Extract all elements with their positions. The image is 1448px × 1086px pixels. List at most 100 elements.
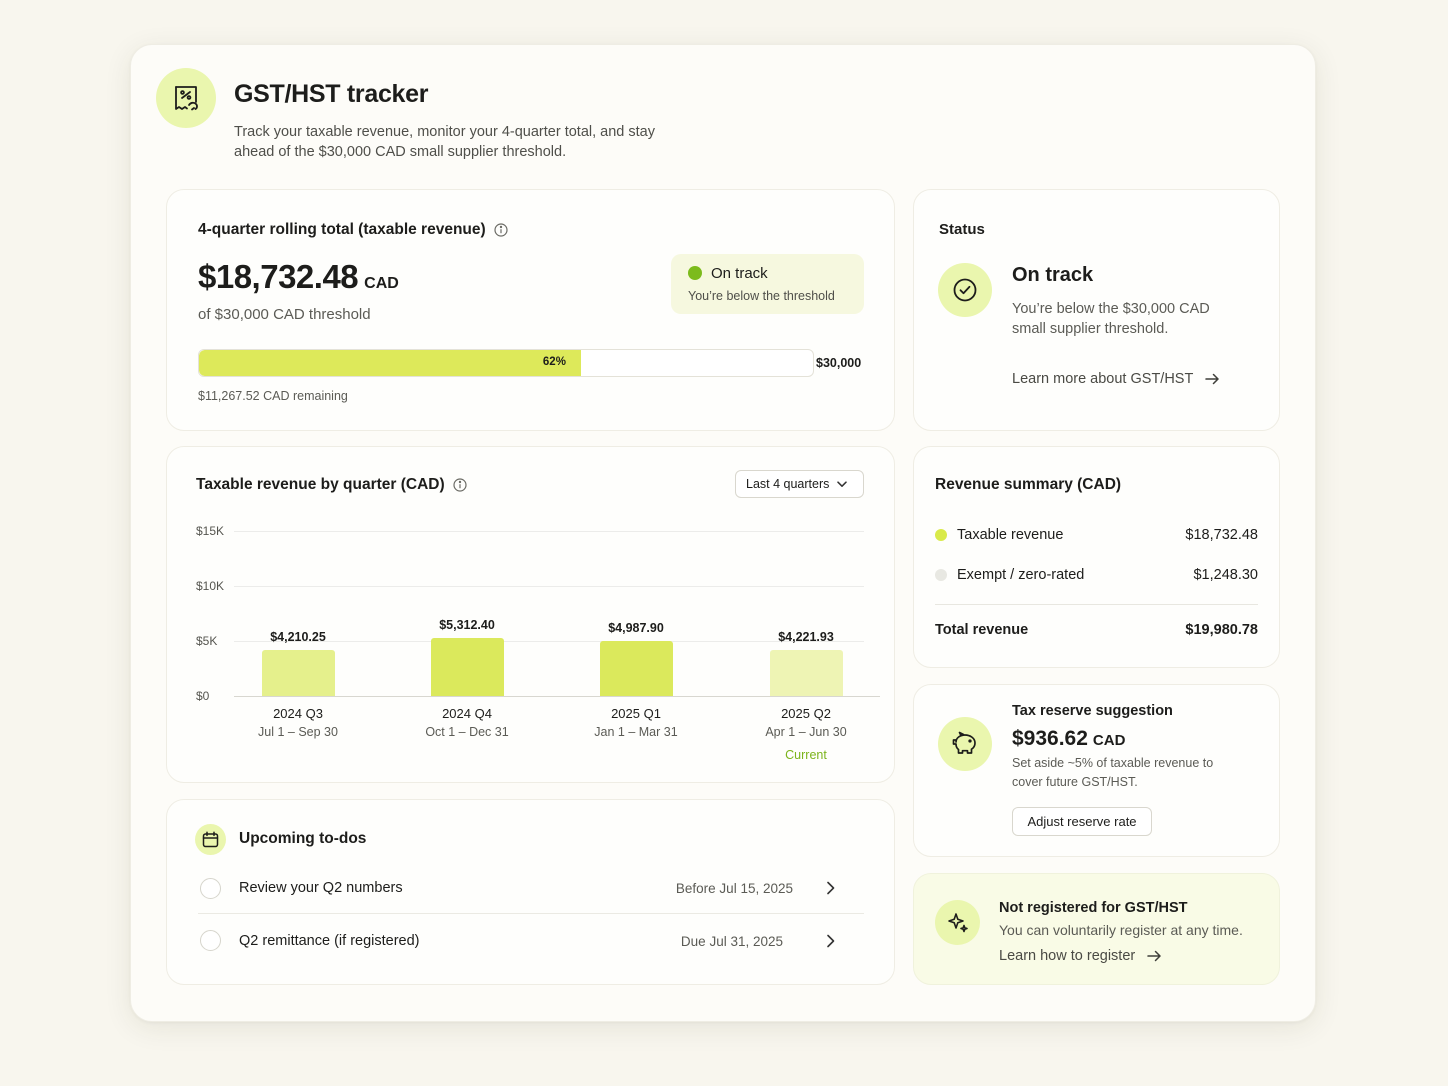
remaining-text: $11,267.52 CAD remaining (198, 389, 348, 403)
status-heading: Status (939, 221, 985, 238)
reserve-amount-currency: CAD (1092, 732, 1126, 749)
status-badge: On track You’re below the threshold (671, 254, 864, 314)
rolling-amount: $18,732.48 CAD (198, 258, 399, 296)
legend-swatch (935, 569, 947, 581)
threshold-limit-label: $30,000 (816, 356, 862, 370)
todo-checkbox[interactable] (200, 930, 221, 951)
chart-title: Taxable revenue by quarter (CAD) (196, 476, 467, 494)
chart-bar[interactable] (430, 637, 504, 696)
reserve-amount-value: $936.62 (1012, 727, 1088, 750)
x-category-label: 2024 Q3 Jul 1 – Sep 30 (228, 706, 368, 739)
info-icon[interactable] (453, 478, 467, 492)
learn-more-link-text[interactable]: Learn more about GST/HST (1012, 371, 1194, 387)
x-category-dates: Jan 1 – Mar 31 (594, 725, 678, 739)
x-category-quarter: 2024 Q4 (442, 706, 492, 721)
y-tick-label: $10K (196, 579, 225, 593)
progress-fill (199, 350, 581, 376)
y-tick-label: $0 (196, 689, 210, 703)
threshold-text: of $30,000 CAD threshold (198, 306, 371, 323)
todo-due-date: Due Jul 31, 2025 (680, 934, 783, 949)
chevron-down-icon[interactable] (837, 480, 848, 488)
adjust-reserve-button[interactable]: Adjust reserve rate (1012, 807, 1152, 836)
summary-row-value: $1,248.30 (1193, 567, 1258, 583)
threshold-progress-bar: 62% (198, 349, 814, 377)
y-tick-label: $5K (196, 634, 218, 648)
todo-label[interactable]: Q2 remittance (if registered) (239, 933, 420, 949)
summary-divider (935, 604, 1258, 605)
legend-swatch (935, 529, 947, 541)
todo-due-date: Before Jul 15, 2025 (675, 881, 793, 896)
x-category-dates: Oct 1 – Dec 31 (425, 725, 509, 739)
learn-more-link[interactable]: Learn more about GST/HST (1012, 371, 1220, 387)
calendar-icon (195, 824, 226, 855)
summary-title: Revenue summary (CAD) (935, 476, 1122, 493)
progress-percent-label: 62% (542, 356, 566, 368)
bar-value-label: $4,210.25 (270, 629, 326, 644)
bar-value-label: $4,987.90 (608, 621, 664, 636)
status-dot (688, 266, 702, 280)
revenue-chart-card (166, 446, 895, 783)
todo-label[interactable]: Review your Q2 numbers (239, 880, 403, 896)
todo-checkbox[interactable] (200, 878, 221, 899)
summary-row-label: Exempt / zero-rated (957, 567, 1085, 583)
revenue-summary-card (913, 446, 1280, 668)
status-description: You’re below the $30,000 CAD small suppl… (1012, 301, 1210, 337)
summary-total-row: Total revenue $19,980.78 (935, 622, 1258, 638)
arrow-right-icon[interactable] (1147, 950, 1162, 962)
chart-bar[interactable] (599, 641, 673, 696)
chevron-right-icon[interactable] (826, 934, 835, 948)
summary-row-taxable: Taxable revenue $18,732.48 (935, 527, 1258, 543)
chart-gridline (234, 641, 864, 642)
bar-value-label: $5,312.40 (439, 617, 495, 632)
check-circle-icon (938, 263, 992, 317)
x-category-label: 2025 Q1 Jan 1 – Mar 31 (566, 706, 706, 739)
quarter-range-select[interactable]: Last 4 quarters (735, 470, 864, 498)
x-category-label: 2024 Q4 Oct 1 – Dec 31 (397, 706, 537, 739)
summary-total-value: $19,980.78 (1185, 622, 1258, 638)
summary-row-label: Taxable revenue (957, 527, 1064, 543)
x-category-dates: Jul 1 – Sep 30 (258, 725, 338, 739)
summary-total-label: Total revenue (935, 622, 1029, 638)
status-card (913, 189, 1280, 431)
registration-description: You can voluntarily register at any time… (999, 922, 1243, 938)
chart-bar[interactable] (261, 649, 335, 696)
rolling-total-title-text: 4-quarter rolling total (taxable revenue… (198, 221, 486, 238)
arrow-right-icon[interactable] (1205, 373, 1220, 385)
rolling-total-title: 4-quarter rolling total (taxable revenue… (198, 221, 508, 239)
sparkle-icon (935, 900, 980, 945)
piggy-bank-icon (938, 717, 992, 771)
reserve-description: Set aside ~5% of taxable revenue to cove… (1012, 756, 1214, 789)
y-tick-label: $15K (196, 524, 225, 538)
chart-gridline (234, 586, 864, 587)
todo-divider (198, 913, 864, 914)
chart-title-text: Taxable revenue by quarter (CAD) (196, 476, 445, 493)
register-link-text[interactable]: Learn how to register (999, 948, 1136, 964)
x-category-label: 2025 Q2 Apr 1 – Jun 30 Current (736, 706, 876, 762)
x-category-quarter: 2025 Q1 (611, 706, 661, 721)
page-title: GST/HST tracker (234, 80, 429, 108)
register-link[interactable]: Learn how to register (999, 948, 1162, 964)
chevron-right-icon[interactable] (826, 881, 835, 895)
rolling-amount-currency: CAD (364, 275, 399, 292)
registration-title: Not registered for GST/HST (999, 900, 1188, 916)
status-title: On track (1012, 264, 1094, 286)
summary-row-exempt: Exempt / zero-rated $1,248.30 (935, 567, 1258, 583)
status-badge-label: On track (711, 265, 768, 282)
page-subtitle: Track your taxable revenue, monitor your… (234, 124, 655, 160)
reserve-amount: $936.62 CAD (1012, 727, 1125, 751)
rolling-amount-value: $18,732.48 (198, 258, 359, 295)
bar-value-label: $4,221.93 (778, 629, 834, 644)
info-icon[interactable] (494, 223, 508, 237)
todos-title: Upcoming to-dos (239, 830, 367, 847)
quarter-range-select-value[interactable]: Last 4 quarters (746, 477, 830, 491)
receipt-percent-icon (156, 68, 216, 128)
chart-gridline (234, 696, 880, 697)
x-category-quarter: 2024 Q3 (273, 706, 323, 721)
chart-bar[interactable] (769, 649, 843, 696)
current-quarter-label: Current (785, 748, 827, 762)
summary-row-value: $18,732.48 (1185, 527, 1258, 543)
reserve-title: Tax reserve suggestion (1012, 703, 1173, 719)
x-category-quarter: 2025 Q2 (781, 706, 831, 721)
chart-gridline (234, 531, 864, 532)
todos-card (166, 799, 895, 985)
